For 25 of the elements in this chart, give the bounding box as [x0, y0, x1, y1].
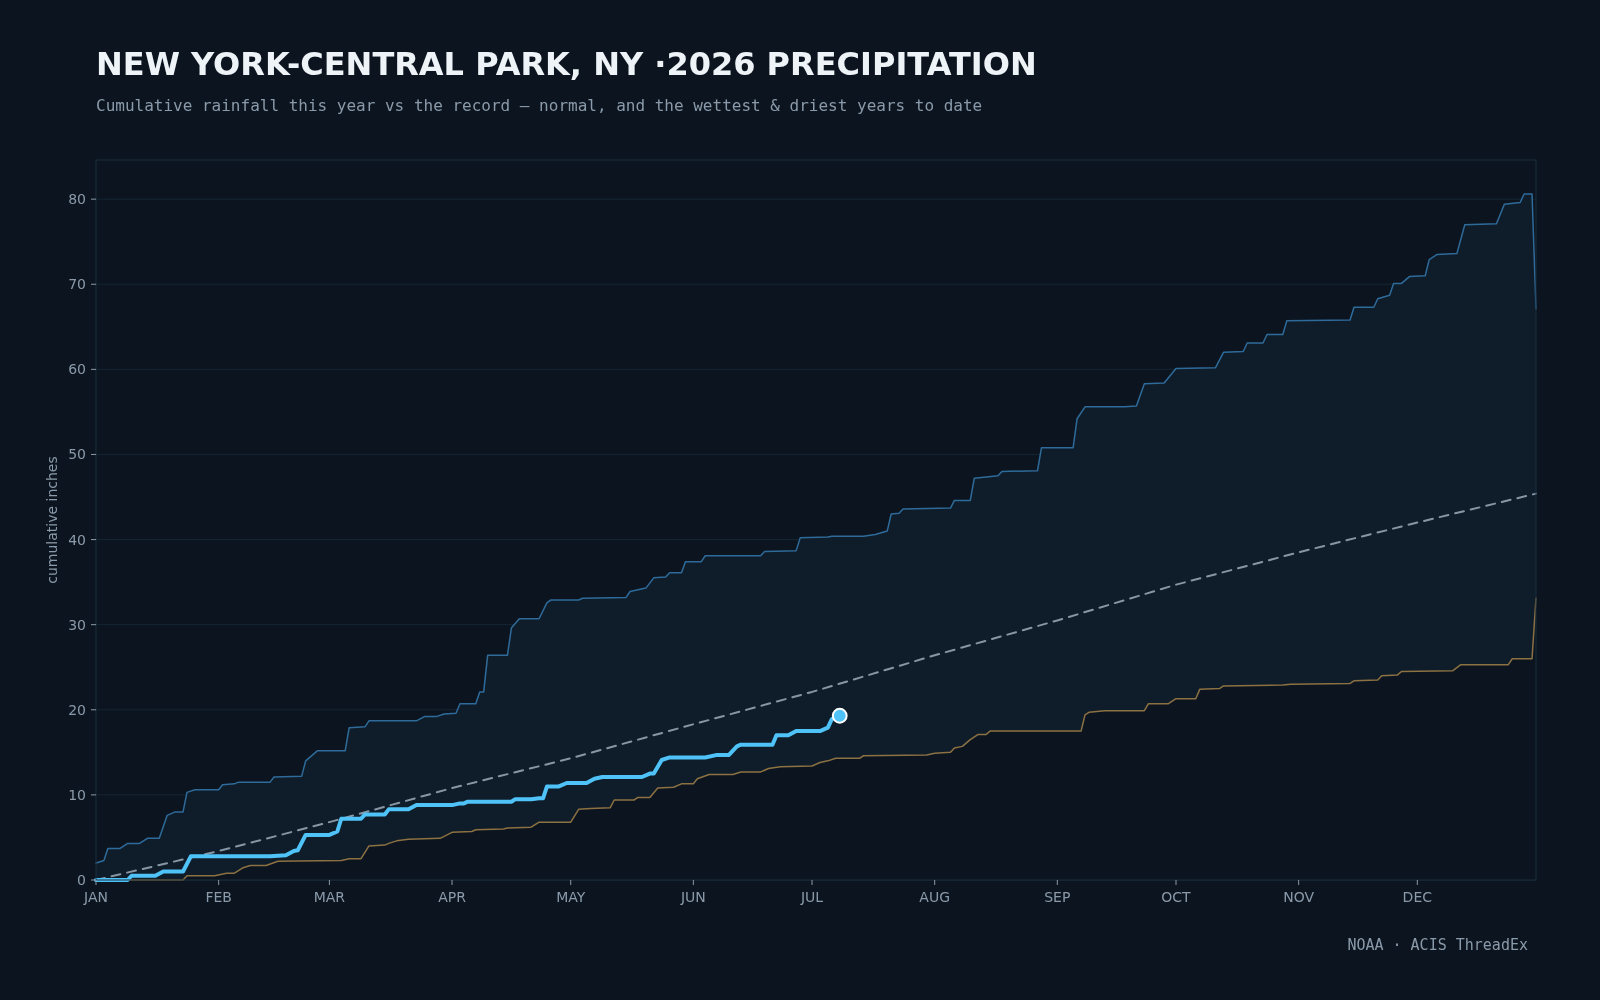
- chart-title: NEW YORK-CENTRAL PARK, NY ·2026 PRECIPITATION: [96, 45, 1037, 83]
- y-tick-label: 70: [68, 276, 86, 293]
- text: NOAA · ACIS ThreadEx: [1347, 936, 1528, 954]
- x-tick-label: NOV: [1283, 889, 1315, 905]
- chart-subtitle: Cumulative rainfall this year vs the record — normal, and the wettest & driest years to date: [96, 96, 983, 115]
- y-tick-label: 60: [68, 361, 86, 378]
- x-tick-label: OCT: [1161, 889, 1192, 905]
- x-tick-label: MAY: [556, 889, 586, 905]
- y-tick-label: 20: [68, 701, 86, 718]
- y-tick-label: 40: [68, 531, 86, 548]
- x-tick-label: SEP: [1044, 889, 1071, 905]
- x-tick-label: FEB: [205, 889, 232, 905]
- x-tick-label: APR: [438, 889, 467, 905]
- x-tick-label: JAN: [83, 889, 108, 905]
- x-tick-label: AUG: [919, 889, 951, 905]
- x-tick-label: DEC: [1402, 889, 1433, 905]
- x-tick-label: JUN: [679, 889, 706, 905]
- y-tick-label: 0: [77, 872, 86, 888]
- y-tick-label: 80: [68, 191, 86, 208]
- y-axis-title: cumulative inches: [44, 456, 60, 584]
- y-tick-label: 10: [68, 786, 86, 803]
- y-tick-label: 30: [68, 616, 86, 633]
- x-tick-label: MAR: [313, 889, 346, 905]
- x-tick-label: JUL: [799, 889, 824, 905]
- y-tick-label: 50: [68, 446, 86, 463]
